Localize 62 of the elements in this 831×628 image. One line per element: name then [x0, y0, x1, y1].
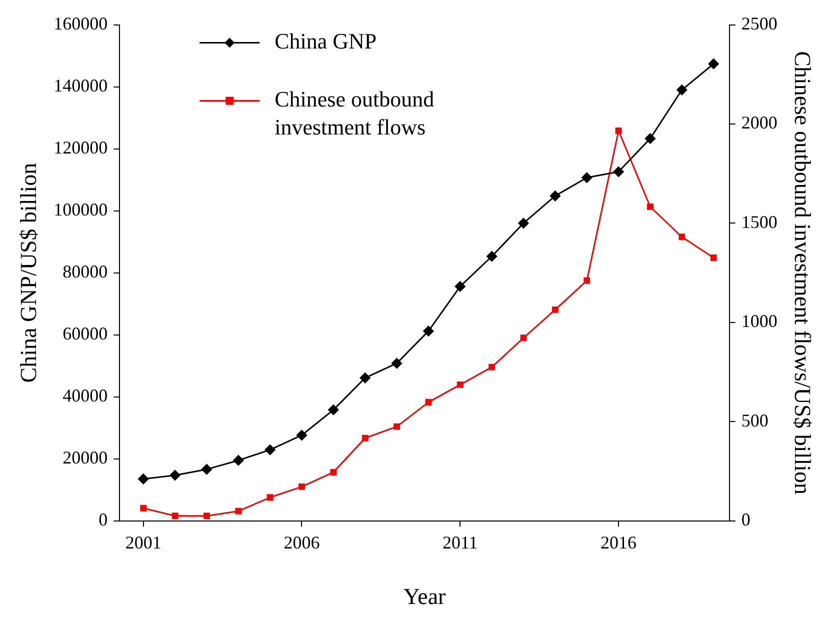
y-tick-label: 0: [98, 510, 108, 530]
point: [201, 464, 212, 475]
y-tick-label: 140000: [54, 76, 108, 96]
point: [172, 512, 178, 520]
point: [708, 58, 719, 70]
y-tick-label: 120000: [54, 138, 108, 158]
point: [678, 234, 686, 240]
y2-tick-label: 500: [741, 410, 768, 430]
y-tick-label: 80000: [62, 262, 108, 282]
point: [423, 326, 434, 336]
point: [584, 277, 590, 284]
y2-tick-label: 2500: [741, 14, 778, 34]
legend-label: Chinese outbound investment flows: [274, 86, 434, 140]
point: [486, 251, 498, 262]
point: [613, 166, 624, 177]
point: [362, 434, 368, 442]
x-tick-label: 2016: [600, 532, 637, 552]
y-tick-label: 20000: [62, 448, 108, 468]
point: [456, 381, 464, 388]
y2-tick-label: 1000: [741, 311, 778, 332]
y-tick-label: 160000: [54, 14, 108, 34]
point: [266, 494, 274, 501]
point: [488, 364, 496, 370]
point: [644, 133, 656, 144]
y-axis-title: China GNP/US$ billion: [16, 162, 41, 383]
point: [203, 512, 210, 520]
y-tick-label: 60000: [62, 324, 108, 344]
y2-axis-title: Chinese outbound investment flows/US$ billion: [790, 51, 816, 495]
x-tick-label: 2001: [125, 532, 162, 552]
x-tick-label: 2011: [442, 532, 478, 552]
y2-tick-label: 2000: [741, 112, 778, 133]
y-tick-label: 100000: [54, 200, 108, 220]
point: [676, 84, 688, 96]
point: [298, 483, 305, 490]
point: [710, 254, 717, 261]
point: [454, 281, 466, 292]
point: [394, 423, 400, 430]
point: [550, 190, 560, 202]
y2-tick-label: 0: [741, 510, 750, 530]
point: [360, 372, 370, 384]
point: [582, 172, 592, 183]
point: [328, 404, 339, 416]
point: [330, 468, 337, 476]
point: [518, 218, 529, 228]
x-axis-title: Year: [403, 584, 446, 610]
point: [615, 128, 622, 134]
point: [140, 504, 147, 512]
point: [233, 455, 244, 466]
point: [170, 470, 180, 480]
y2-tick-label: 1500: [741, 212, 778, 232]
point: [392, 358, 402, 369]
x-tick-label: 2006: [284, 532, 320, 552]
point: [425, 398, 432, 406]
point: [264, 444, 276, 456]
point: [138, 474, 149, 484]
point: [296, 430, 307, 440]
point: [646, 204, 654, 210]
legend-label: China GNP: [274, 28, 377, 54]
point: [235, 508, 242, 514]
y-tick-label: 40000: [62, 386, 108, 406]
point: [520, 334, 527, 342]
point: [552, 306, 558, 313]
